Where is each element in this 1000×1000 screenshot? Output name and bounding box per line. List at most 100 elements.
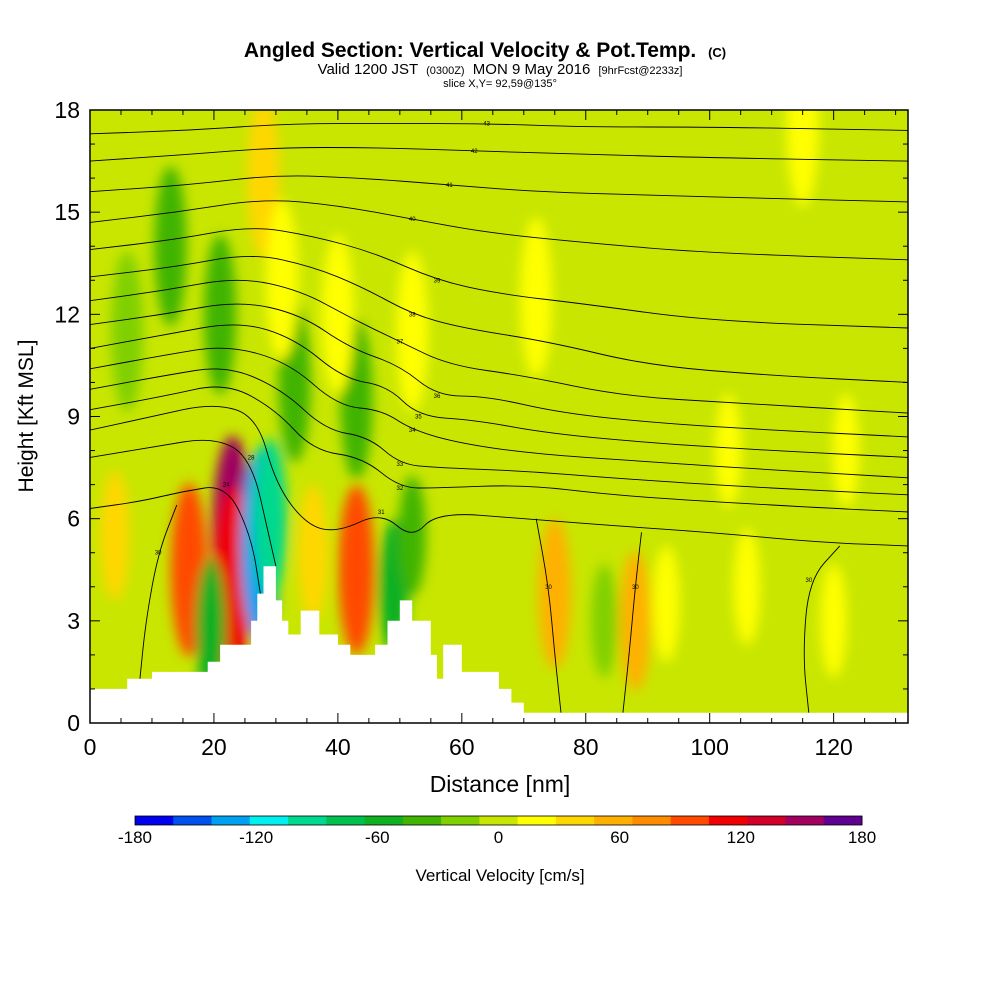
velocity-feature-27	[715, 393, 742, 508]
svg-text:Valid 1200 JST (0300Z): Valid 1200 JST (0300Z) MON 9 May 2016 [9…	[318, 61, 683, 78]
x-axis: 0 20 40 60 80 100 120	[84, 110, 897, 760]
isotherm-label-14: 43	[483, 122, 490, 128]
colorbar-swatch-18	[823, 816, 863, 825]
isotherm-12	[90, 175, 908, 203]
velocity-feature-6	[252, 438, 287, 599]
y-tick-label-6: 6	[67, 506, 80, 532]
colorbar-label: Vertical Velocity [cm/s]	[415, 866, 584, 885]
title-main: Angled Section: Vertical Velocity & Pot.…	[244, 39, 696, 62]
isotherm-label-12: 41	[446, 183, 453, 189]
terrain	[90, 566, 908, 723]
y-tick-label-15: 15	[54, 199, 80, 225]
velocity-field	[100, 110, 860, 698]
velocity-feature-16	[820, 564, 847, 678]
velocity-feature-12	[620, 550, 651, 691]
colorbar-tick-label-0: 0	[494, 828, 503, 847]
isotherm-label-5: 34	[409, 428, 416, 434]
isotherm-1	[90, 439, 277, 567]
velocity-feature-11	[538, 518, 571, 669]
velocity-feature-25	[396, 251, 429, 412]
plot-area: 24 28 31 32 33 34 35 36 37 38 39 40 41 42 43 30 30 30 30	[89, 109, 909, 724]
isotherm-label-1: 28	[248, 455, 255, 461]
velocity-feature-core-8	[347, 523, 366, 617]
colorbar-tick-label--180: -180	[118, 828, 152, 847]
isotherm-label-16: 30	[632, 585, 639, 591]
isotherm-2	[90, 405, 908, 547]
isotherm-label-4: 33	[397, 462, 404, 468]
colorbar-tick-label--60: -60	[365, 828, 390, 847]
colorbar-swatch-10	[517, 816, 557, 825]
velocity-feature-24	[321, 234, 354, 395]
isotherm-10	[90, 228, 908, 329]
isotherm-label-0: 24	[223, 483, 230, 489]
isotherm-9	[90, 255, 908, 383]
isotherm-8	[90, 279, 908, 414]
isotherm-3	[90, 386, 908, 513]
isotherm-label-18: 30	[806, 578, 813, 584]
colorbar-swatch-14	[670, 816, 710, 825]
isotherm-14	[90, 123, 908, 135]
y-axis: 0 36 9 12 15 18	[54, 97, 908, 736]
title-valid-utc: (0300Z)	[426, 65, 465, 77]
velocity-feature-29	[786, 110, 819, 208]
isotherm-label-2: 31	[378, 510, 385, 516]
isotherm-13	[90, 147, 908, 162]
y-tick-label-9: 9	[67, 404, 80, 430]
isotherm-label-11: 40	[409, 217, 416, 223]
velocity-feature-26	[520, 217, 553, 378]
x-tick-label-0: 0	[84, 734, 97, 760]
isotherm-label-9: 38	[409, 312, 416, 318]
x-tick-label-20: 20	[201, 734, 227, 760]
isotherm-label-6: 35	[415, 415, 422, 421]
colorbar-swatch-3	[249, 816, 289, 825]
x-tick-label-60: 60	[449, 734, 475, 760]
title-unit: (C)	[708, 45, 726, 60]
colorbar-tick-label--120: -120	[239, 828, 273, 847]
title-forecast: [9hrFcst@2233z]	[599, 65, 683, 77]
isotherm-15	[139, 504, 178, 683]
isotherm-0	[90, 487, 261, 594]
velocity-feature-15	[733, 528, 761, 646]
isotherm-17	[535, 518, 562, 713]
velocity-feature-core-1	[180, 522, 199, 618]
velocity-feature-10	[398, 475, 426, 596]
velocity-feature-17	[154, 166, 187, 327]
isotherm-label-7: 36	[434, 394, 441, 400]
colorbar-swatch-0	[135, 816, 174, 825]
colorbar-swatch-6	[364, 816, 404, 825]
y-tick-label-12: 12	[54, 301, 80, 327]
colorbar-swatch-4	[288, 816, 327, 825]
velocity-feature-core-3	[222, 528, 243, 632]
velocity-feature-7	[298, 484, 329, 622]
title-valid-date: MON 9 May 2016	[473, 61, 591, 78]
isotherm-4	[90, 368, 908, 496]
colorbar-tick-label-180: 180	[848, 828, 876, 847]
isotherm-label-17: 30	[545, 585, 552, 591]
velocity-feature-13	[591, 564, 618, 678]
x-tick-label-120: 120	[814, 734, 852, 760]
isotherm-label-15: 30	[155, 551, 162, 557]
isotherm-16	[622, 532, 642, 713]
velocity-feature-28	[832, 393, 860, 508]
colorbar-tick-label-120: 120	[727, 828, 755, 847]
colorbar-frame	[134, 815, 863, 826]
colorbar-swatch-12	[594, 816, 633, 825]
isotherm-label-10: 39	[434, 278, 441, 284]
y-tick-label-18: 18	[54, 97, 80, 123]
y-tick-label-0: 0	[67, 710, 80, 736]
isotherms: 24 28 31 32 33 34 35 36 37 38 39 40 41 42 43 30 30 30 30	[90, 122, 908, 713]
colorbar-swatch-16	[747, 816, 786, 825]
colorbar-swatch-17	[785, 816, 825, 825]
colorbar-tick-label-60: 60	[610, 828, 629, 847]
isotherm-label-8: 37	[397, 340, 404, 346]
x-axis-label: Distance [nm]	[430, 771, 571, 797]
colorbar-swatch-7	[402, 816, 442, 825]
x-tick-label-80: 80	[573, 734, 599, 760]
isotherm-11	[90, 200, 908, 261]
colorbar-swatch-13	[632, 816, 672, 825]
colorbar-swatch-5	[326, 816, 366, 825]
colorbar-swatch-9	[479, 816, 519, 825]
isotherm-18	[803, 545, 841, 713]
colorbar-swatch-8	[441, 816, 480, 825]
